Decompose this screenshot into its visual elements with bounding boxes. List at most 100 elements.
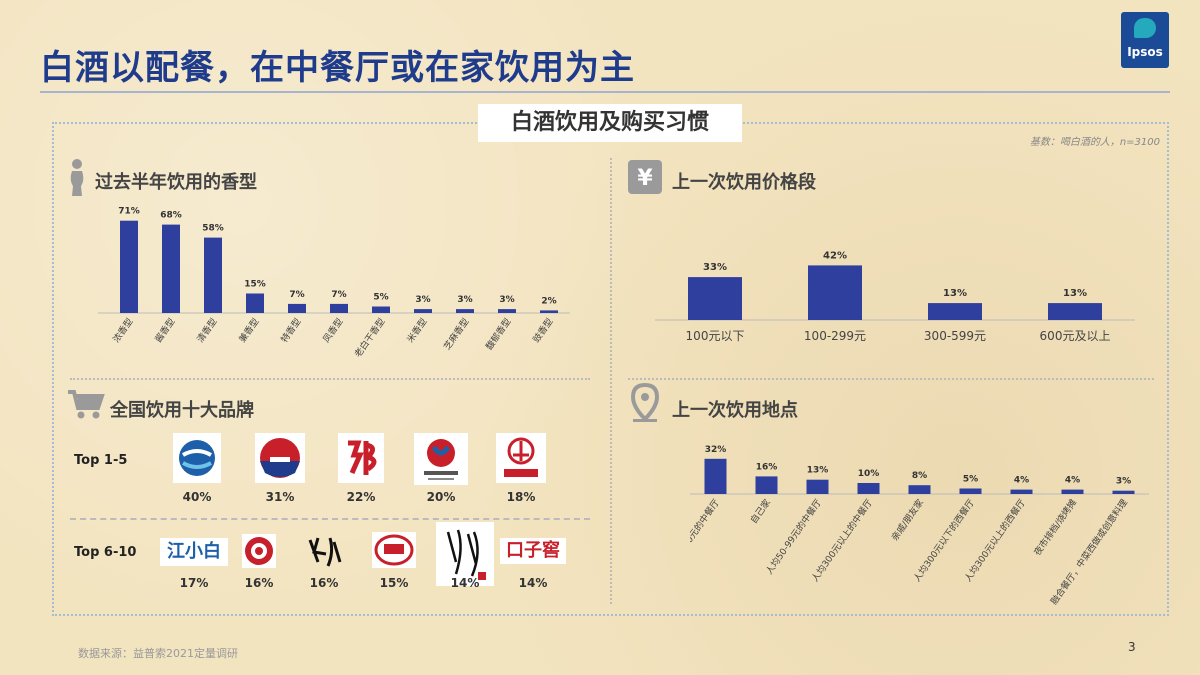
category-label-8: 芝麻香型 bbox=[441, 316, 471, 352]
kouzijiao-logo: 口子窖 bbox=[500, 538, 566, 564]
bar-6 bbox=[372, 306, 390, 313]
bar-value-label-3: 15% bbox=[244, 280, 266, 290]
kouzijiao-logo-text: 口子窖 bbox=[506, 540, 560, 561]
location-bar-chart: 32% 人均100元-300元的中餐厅 16% 自己家 13% 人均50-99元的中餐厅 1… bbox=[690, 445, 1149, 607]
brand-11-pct: 14% bbox=[518, 576, 548, 590]
page-title: 白酒以配餐，在中餐厅或在家饮用为主 bbox=[40, 48, 635, 88]
category-label-7: 夜市排档/烧烤摊 bbox=[1031, 497, 1079, 558]
bar-value-label-7: 4% bbox=[1065, 476, 1080, 486]
shopping-cart-icon bbox=[68, 390, 105, 419]
brand-5-pct: 18% bbox=[506, 490, 536, 504]
bar-value-label-0: 33% bbox=[703, 262, 727, 273]
brand-3-pct: 22% bbox=[346, 490, 376, 504]
lang-character-logo bbox=[338, 433, 384, 483]
brand-7-pct: 16% bbox=[244, 576, 274, 590]
bar-value-label-0: 71% bbox=[118, 207, 140, 217]
bar-10 bbox=[540, 310, 558, 313]
category-label-0: 人均100元-300元的中餐厅 bbox=[690, 497, 722, 594]
speech-bubble-icon bbox=[1134, 18, 1156, 38]
bar-9 bbox=[498, 309, 516, 313]
aroma-section-title: 过去半年饮用的香型 bbox=[95, 172, 257, 193]
bar-6 bbox=[1010, 489, 1033, 494]
bar-2 bbox=[806, 479, 829, 494]
left-horizontal-divider bbox=[70, 378, 590, 380]
bar-value-label-2: 13% bbox=[943, 288, 967, 299]
luzhou-laojiao-logo bbox=[414, 433, 468, 485]
category-label-10: 豉香型 bbox=[530, 316, 555, 345]
bar-7 bbox=[414, 309, 432, 313]
category-label-0: 100元以下 bbox=[686, 329, 745, 343]
category-label-7: 米香型 bbox=[404, 316, 429, 345]
price-section-title: 上一次饮用价格段 bbox=[672, 172, 816, 193]
category-label-4: 亲戚/朋友家 bbox=[889, 497, 926, 543]
bar-value-label-2: 58% bbox=[202, 224, 224, 234]
panel-subtitle: 白酒饮用及购买习惯 bbox=[478, 104, 742, 142]
right-horizontal-divider bbox=[628, 378, 1154, 380]
calligraphy-seal-logo bbox=[436, 522, 494, 586]
category-label-1: 100-299元 bbox=[804, 329, 866, 343]
page-number: 3 bbox=[1128, 640, 1136, 654]
bar-4 bbox=[908, 485, 931, 494]
category-label-2: 人均50-99元的中餐厅 bbox=[763, 497, 824, 577]
bar-value-label-6: 5% bbox=[373, 293, 388, 303]
bar-3 bbox=[1048, 303, 1102, 320]
category-label-1: 自己家 bbox=[748, 497, 773, 526]
logo-text: Ipsos bbox=[1127, 45, 1163, 59]
location-section-title: 上一次饮用地点 bbox=[672, 400, 798, 421]
category-label-5: 凤香型 bbox=[321, 316, 346, 344]
category-label-2: 清香型 bbox=[194, 316, 219, 345]
yen-icon: ¥ bbox=[628, 160, 662, 194]
brand-6-pct: 17% bbox=[179, 576, 209, 590]
data-source: 数据来源：益普索2021定量调研 bbox=[78, 647, 238, 660]
bar-3 bbox=[857, 483, 880, 494]
wuliangye-logo bbox=[496, 433, 546, 483]
category-label-3: 600元及以上 bbox=[1040, 329, 1111, 343]
bar-0 bbox=[688, 277, 742, 320]
red-blue-emblem-logo bbox=[255, 433, 305, 483]
jiangxiaobai-logo-text: 江小白 bbox=[167, 541, 221, 562]
price-bar-chart: 33% 100元以下 42% 100-299元 13% 300-599元 13% 600元及以… bbox=[655, 250, 1135, 343]
base-note: 基数：喝白酒的人，n=3100 bbox=[1029, 137, 1160, 148]
bar-value-label-1: 68% bbox=[160, 211, 182, 221]
brands-section-title: 全国饮用十大品牌 bbox=[110, 400, 254, 421]
bar-value-label-8: 3% bbox=[1116, 477, 1131, 487]
bar-5 bbox=[959, 488, 982, 494]
category-label-1: 酱香型 bbox=[152, 316, 177, 345]
brand-1-pct: 40% bbox=[182, 490, 212, 504]
category-label-6: 老白干香型 bbox=[352, 316, 388, 360]
brand-4-pct: 20% bbox=[426, 490, 456, 504]
bar-1 bbox=[755, 476, 778, 494]
bar-8 bbox=[1112, 490, 1135, 494]
bar-0 bbox=[704, 458, 727, 494]
bar-value-label-9: 3% bbox=[499, 295, 514, 305]
brand-10-pct: 14% bbox=[450, 576, 480, 590]
aroma-bar-chart: 71% 浓香型 68% 酱香型 58% 清香型 15% 兼香型 7% 特香型 7% 凤香型 5% 老白干香… bbox=[98, 207, 570, 360]
bar-value-label-6: 4% bbox=[1014, 476, 1029, 486]
swirl-s-logo bbox=[173, 433, 221, 483]
ipsos-logo: Ipsos bbox=[1121, 12, 1169, 68]
vertical-divider bbox=[610, 158, 612, 604]
calligraphy-logo bbox=[304, 532, 344, 570]
category-label-0: 浓香型 bbox=[111, 316, 136, 344]
bar-value-label-2: 13% bbox=[807, 466, 829, 476]
brand-9-pct: 15% bbox=[379, 576, 409, 590]
jiannanchun-logo bbox=[372, 532, 416, 568]
bar-5 bbox=[330, 303, 348, 313]
bar-value-label-4: 7% bbox=[289, 290, 304, 300]
brand-2-pct: 31% bbox=[265, 490, 295, 504]
brand-8-pct: 16% bbox=[309, 576, 339, 590]
bar-value-label-5: 5% bbox=[963, 475, 978, 485]
title-divider bbox=[40, 91, 1170, 93]
category-label-2: 300-599元 bbox=[924, 329, 986, 343]
category-label-3: 兼香型 bbox=[236, 316, 261, 345]
bar-value-label-1: 16% bbox=[756, 462, 778, 472]
category-label-9: 馥郁香型 bbox=[483, 316, 513, 352]
top1-5-label: Top 1-5 bbox=[74, 453, 128, 468]
person-silhouette-icon bbox=[70, 159, 84, 196]
bar-0 bbox=[120, 220, 138, 313]
bar-1 bbox=[808, 265, 862, 320]
bar-value-label-10: 2% bbox=[541, 296, 556, 306]
category-label-4: 特香型 bbox=[278, 316, 303, 345]
svg-text:¥: ¥ bbox=[637, 166, 653, 191]
bar-1 bbox=[162, 224, 180, 313]
